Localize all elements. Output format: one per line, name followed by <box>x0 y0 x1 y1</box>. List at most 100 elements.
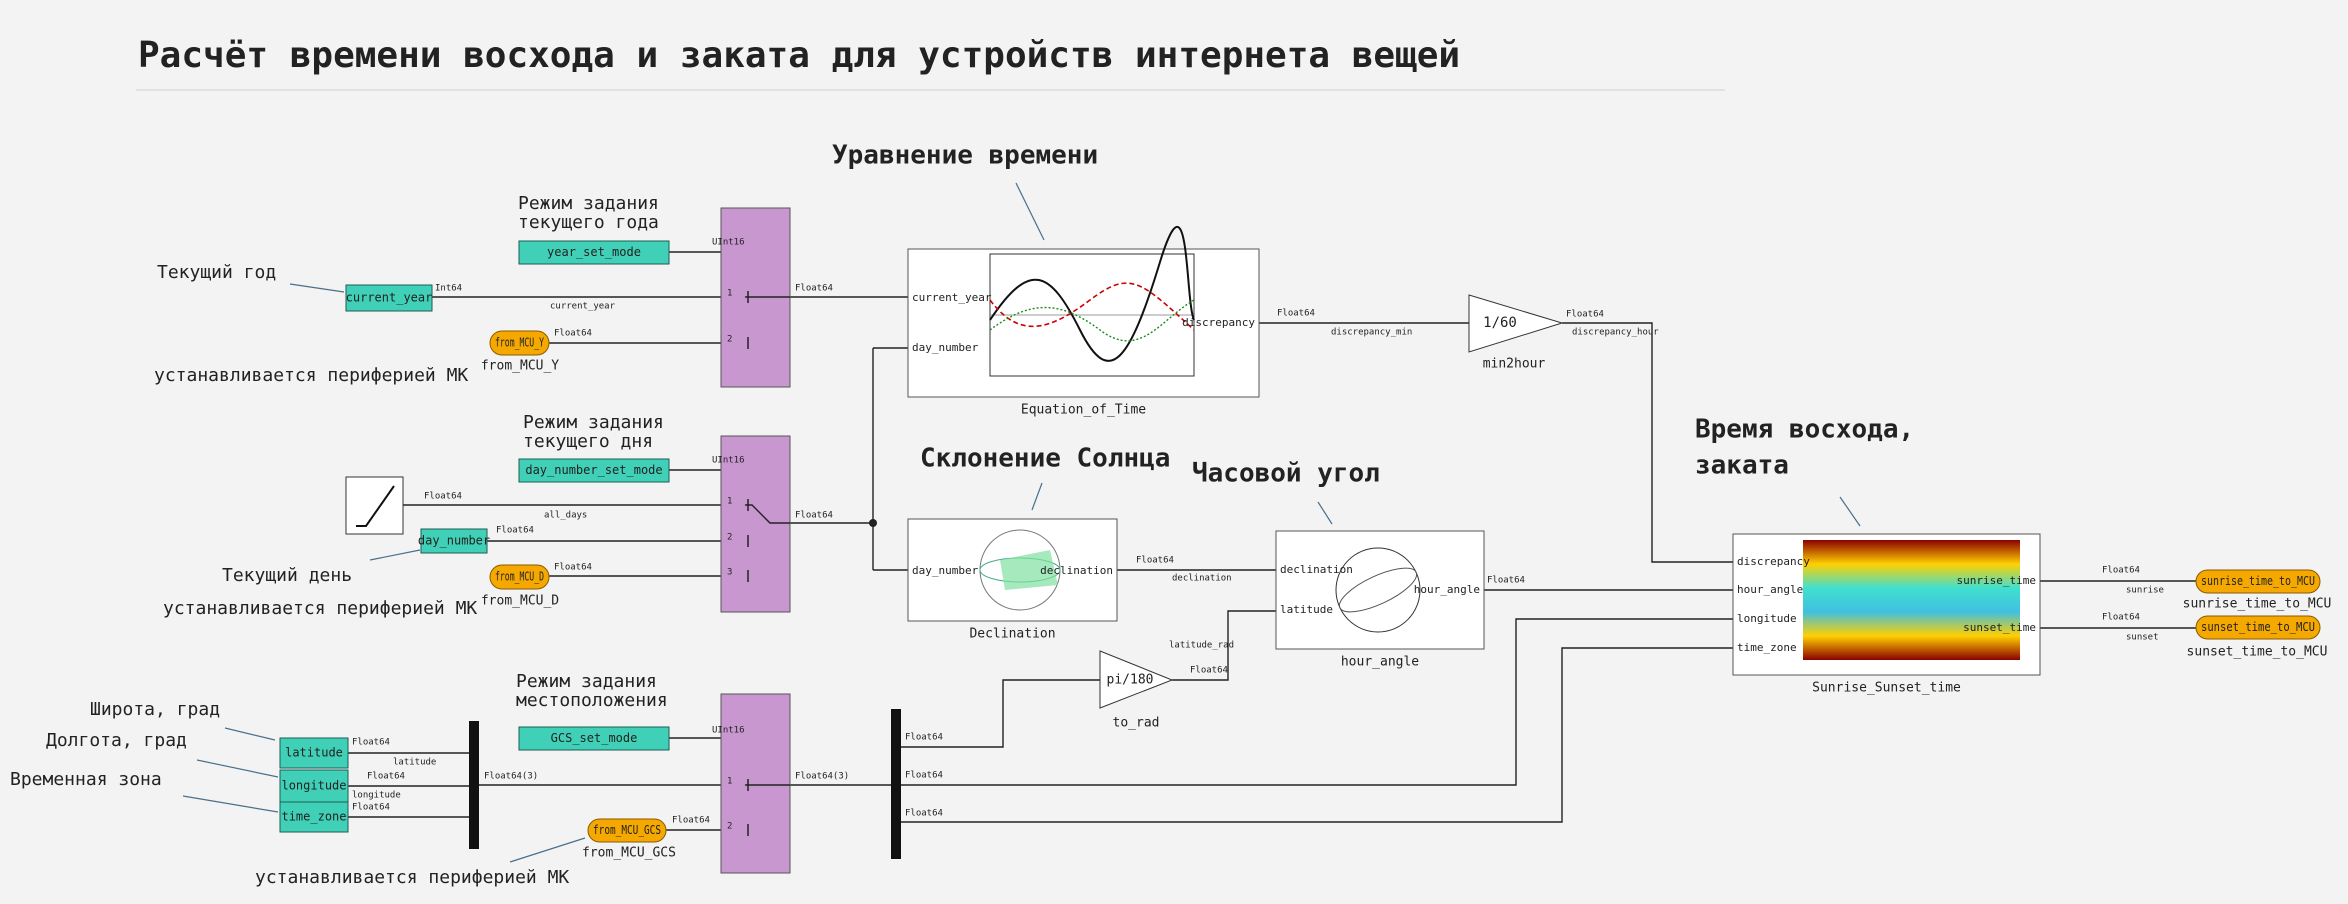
gain <box>1099 650 1174 709</box>
signal-label: Float64 <box>554 329 592 339</box>
block-label: longitude <box>281 779 346 793</box>
port-number: 1 <box>727 777 732 787</box>
block-label: from_MCU_Y <box>495 336 545 350</box>
signal-label: Float64 <box>367 772 405 782</box>
block-caption: from_MCU_GCS <box>582 846 676 861</box>
signal-label: Float64 <box>352 803 390 813</box>
port-label: sunset_time <box>1963 621 2036 634</box>
block-label: day_number <box>418 534 490 548</box>
signal-label: Float64 <box>905 771 943 781</box>
signal-label: Float64 <box>795 284 833 294</box>
heading: заката <box>1695 451 1789 481</box>
mux <box>469 721 479 849</box>
block-label: sunset_time_to_MCU <box>2201 620 2315 634</box>
port-block <box>489 564 550 590</box>
port-label: sunrise_time <box>1957 574 2036 587</box>
block-label: time_zone <box>281 810 346 824</box>
port-label: hour_angle <box>1414 583 1480 596</box>
signal-label: Float64 <box>1190 666 1228 676</box>
plot-curve <box>989 282 1195 331</box>
comment: устанавливается периферией МК <box>154 365 468 386</box>
block <box>420 528 488 554</box>
switch <box>720 693 791 874</box>
block-label: day_number_set_mode <box>525 463 662 477</box>
block <box>279 801 349 833</box>
subsystem <box>1275 530 1485 650</box>
wire <box>1117 322 1733 681</box>
signal-label: Float64 <box>1566 310 1604 320</box>
comment: текущего года <box>518 212 659 233</box>
comment: Текущий год <box>157 262 276 283</box>
signal-label: discrepancy_hour <box>1572 328 1659 338</box>
signal-label: UInt16 <box>712 238 745 248</box>
block <box>518 726 670 751</box>
switch-contact <box>745 296 790 786</box>
block <box>345 284 433 312</box>
port-label: declination <box>1280 563 1353 576</box>
signal-label: sunrise <box>2126 586 2164 596</box>
port-label: hour_angle <box>1737 583 1803 596</box>
switches <box>469 207 901 874</box>
block-caption: Declination <box>969 627 1055 642</box>
signal-label: UInt16 <box>712 726 745 736</box>
junction <box>869 519 877 527</box>
comment: Широта, град <box>90 699 220 720</box>
demux <box>891 709 901 859</box>
block-caption: sunset_time_to_MCU <box>2187 645 2328 660</box>
comment: Долгота, град <box>46 730 187 751</box>
signal-label: Float64 <box>795 511 833 521</box>
block-label: GCS_set_mode <box>551 731 638 745</box>
title: Расчёт времени восхода и заката для устр… <box>138 35 1460 76</box>
port-label: day_number <box>912 341 979 354</box>
wire <box>901 580 2196 823</box>
gain <box>1468 294 1564 353</box>
signal-label: UInt16 <box>712 456 745 466</box>
wire <box>348 737 891 831</box>
angle-icon <box>1338 567 1418 613</box>
port-label: discrepancy <box>1182 316 1255 329</box>
gain-label: 1/60 <box>1483 315 1517 331</box>
ramp-icon <box>356 485 395 527</box>
gain-label: pi/180 <box>1107 673 1154 688</box>
block-label: latitude <box>285 746 343 760</box>
plot-curve <box>989 299 1195 342</box>
block-caption: Sunrise_Sunset_time <box>1812 681 1961 696</box>
port-number: 1 <box>727 497 732 507</box>
comment: местоположения <box>516 690 668 711</box>
block <box>279 769 349 803</box>
wires <box>348 251 2196 831</box>
signal-label: Float64 <box>905 809 943 819</box>
port-label: declination <box>1040 564 1113 577</box>
signal-label: longitude <box>352 791 401 801</box>
block-caption: to_rad <box>1113 716 1160 731</box>
port-block <box>2195 615 2321 640</box>
port-number: 3 <box>727 568 732 578</box>
comment: Временная зона <box>10 769 162 790</box>
signal-label: Float64 <box>424 492 462 502</box>
signal-label: Int64 <box>435 284 462 294</box>
content: Расчёт времени восхода и заката для устр… <box>10 35 2331 888</box>
switch <box>720 435 791 613</box>
sphere-icon <box>1000 550 1058 590</box>
heading: Склонение Солнца <box>920 444 1170 474</box>
heading: Время восхода, <box>1695 415 1914 445</box>
comment: Режим задания <box>523 412 664 433</box>
leaders <box>182 182 1861 863</box>
block-label: year_set_mode <box>547 245 641 259</box>
block <box>518 240 670 265</box>
signal-label: Float64 <box>496 526 534 536</box>
angle-icon <box>1335 547 1421 633</box>
port-label: latitude <box>1280 603 1333 616</box>
port-label: longitude <box>1737 612 1797 625</box>
block-caption: from_MCU_Y <box>481 359 559 374</box>
signal-label: sunset <box>2126 633 2159 643</box>
leader-line <box>182 182 1861 863</box>
block-caption: from_MCU_D <box>481 594 559 609</box>
comment: текущего дня <box>523 431 653 452</box>
signal-label: Float64 <box>1487 576 1525 586</box>
signal-label: all_days <box>544 511 587 521</box>
port-label: current_year <box>912 291 992 304</box>
block <box>279 737 349 769</box>
port-block <box>489 330 550 356</box>
block-caption: min2hour <box>1483 357 1546 372</box>
